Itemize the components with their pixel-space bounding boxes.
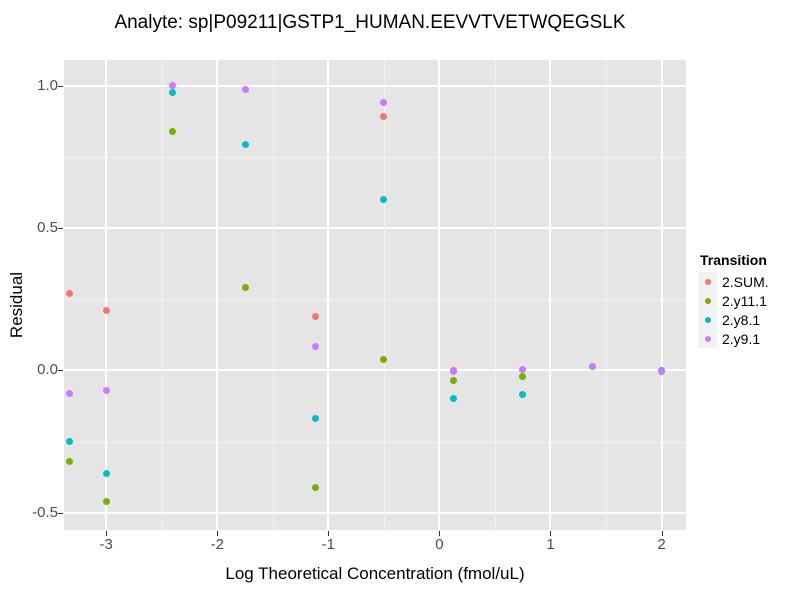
y-axis-tick-mark (58, 370, 63, 372)
x-axis-tick-mark (217, 531, 219, 536)
data-point (102, 469, 110, 477)
x-axis-tick-label: -3 (99, 536, 113, 553)
gridline-horizontal-minor (64, 441, 686, 443)
data-point (66, 458, 74, 466)
data-point (380, 196, 388, 204)
x-axis-tick-mark (439, 531, 441, 536)
gridline-vertical-major (216, 60, 219, 530)
data-point (102, 386, 110, 394)
x-axis-tick-mark (106, 531, 108, 536)
y-axis-tick-mark (58, 512, 63, 514)
data-point (450, 395, 458, 403)
x-axis-tick-label: -1 (321, 536, 336, 553)
data-point (589, 362, 597, 370)
gridline-vertical-major (327, 60, 330, 530)
legend-item-2-y11-1[interactable]: 2.y11.1 (698, 291, 769, 310)
data-point (380, 99, 388, 107)
legend-dot-icon (704, 335, 711, 342)
legend-key-swatch (698, 329, 717, 348)
x-axis-tick-mark (550, 531, 552, 536)
data-point (311, 342, 319, 350)
legend-key-swatch (698, 310, 717, 329)
y-axis-tick-mark (58, 85, 63, 87)
data-point (658, 368, 666, 376)
y-axis-tick-label: -0.5 (32, 503, 58, 521)
gridline-horizontal-major (64, 369, 686, 372)
data-point (102, 307, 110, 315)
legend-item-label: 2.y8.1 (722, 311, 761, 328)
legend-key-swatch (698, 272, 717, 291)
legend-key-swatch (698, 291, 717, 310)
legend-dot-icon (704, 316, 711, 323)
x-axis-tick-label: 0 (435, 536, 444, 553)
gridline-horizontal-major (64, 511, 686, 514)
x-axis-tick-mark (328, 531, 330, 536)
x-axis-tick-mark (661, 531, 663, 536)
gridline-horizontal-minor (64, 299, 686, 301)
data-point (519, 391, 527, 399)
gridline-vertical-major (438, 60, 441, 530)
legend-item-2-y9-1[interactable]: 2.y9.1 (698, 329, 769, 348)
data-point (380, 113, 388, 121)
y-axis-tick-label: 1.0 (37, 76, 58, 94)
data-point (519, 365, 527, 373)
data-point (311, 415, 319, 423)
data-point (241, 86, 249, 94)
legend-item-2-y8-1[interactable]: 2.y8.1 (698, 310, 769, 329)
data-point (169, 82, 177, 90)
gridline-vertical-major (660, 60, 663, 530)
gridline-horizontal-minor (64, 156, 686, 158)
legend-dot-icon (704, 297, 711, 304)
legend-title: Transition (700, 252, 767, 268)
data-point (241, 140, 249, 148)
y-axis-tick-label: 0.5 (37, 219, 58, 237)
gridline-vertical-minor (494, 60, 496, 530)
data-point (102, 498, 110, 505)
gridline-vertical-minor (161, 60, 163, 530)
gridline-vertical-major (549, 60, 552, 530)
legend-item-label: 2.SUM. (722, 273, 769, 290)
data-point (169, 127, 177, 135)
legend: Transition 2.SUM. 2.y11.1 2.y8.1 2.y9.1 (698, 252, 769, 348)
y-axis-tick-label: 0.0 (37, 361, 58, 379)
data-point (311, 483, 319, 491)
gridline-vertical-minor (606, 60, 608, 530)
legend-item-label: 2.y11.1 (722, 292, 767, 309)
legend-item-2-sum[interactable]: 2.SUM. (698, 272, 769, 291)
legend-items: 2.SUM. 2.y11.1 2.y8.1 2.y9.1 (698, 272, 769, 348)
data-point (241, 284, 249, 292)
x-axis-tick-label: 2 (657, 536, 666, 553)
y-axis-tick-mark (58, 228, 63, 230)
gridline-vertical-major (105, 60, 108, 530)
data-point (66, 438, 74, 446)
plot-panel (64, 60, 686, 530)
data-point (169, 89, 177, 97)
x-axis-tick-label: -2 (210, 536, 224, 553)
legend-dot-icon (704, 278, 711, 285)
data-point (450, 368, 458, 376)
gridline-horizontal-major (64, 84, 686, 87)
data-point (66, 290, 74, 298)
gridline-horizontal-major (64, 227, 686, 230)
data-point (450, 376, 458, 384)
x-axis-title: Log Theoretical Concentration (fmol/uL) (225, 564, 525, 583)
page-title: Analyte: sp|P09211|GSTP1_HUMAN.EEVVTVETW… (114, 12, 626, 33)
data-point (380, 355, 388, 363)
gridline-vertical-minor (272, 60, 274, 530)
y-axis-title: Residual (7, 271, 26, 339)
data-point (66, 389, 74, 397)
x-axis-tick-label: 1 (546, 536, 555, 553)
gridline-vertical-minor (383, 60, 385, 530)
data-point (519, 372, 527, 380)
legend-item-label: 2.y9.1 (722, 330, 761, 347)
data-point (311, 312, 319, 320)
